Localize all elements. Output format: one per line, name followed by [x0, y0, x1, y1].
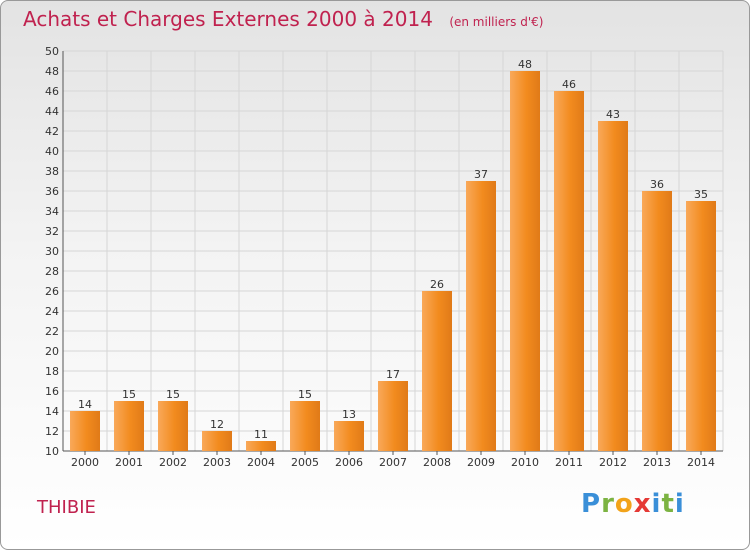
bar-2000[interactable]	[70, 411, 100, 451]
chart-title: Achats et Charges Externes 2000 à 2014 (…	[23, 7, 543, 31]
y-tick-label: 50	[45, 45, 59, 58]
x-tick-label: 2000	[71, 456, 99, 469]
x-tick-label: 2001	[115, 456, 143, 469]
data-label: 35	[694, 188, 708, 201]
y-tick-label: 46	[45, 85, 59, 98]
y-tick-label: 14	[45, 405, 59, 418]
chart-title-text: Achats et Charges Externes 2000 à 2014	[23, 7, 433, 31]
y-tick-label: 10	[45, 445, 59, 458]
x-tick-label: 2011	[555, 456, 583, 469]
proxiti-logo[interactable]: Proxiti	[581, 489, 685, 519]
bar-2003[interactable]	[202, 431, 232, 451]
data-label: 13	[342, 408, 356, 421]
y-tick-label: 32	[45, 225, 59, 238]
y-tick-label: 36	[45, 185, 59, 198]
y-tick-label: 38	[45, 165, 59, 178]
y-tick-label: 12	[45, 425, 59, 438]
data-label: 48	[518, 58, 532, 71]
x-tick-label: 2005	[291, 456, 319, 469]
data-label: 14	[78, 398, 92, 411]
y-tick-label: 26	[45, 285, 59, 298]
x-tick-label: 2007	[379, 456, 407, 469]
y-tick-label: 48	[45, 65, 59, 78]
bar-2004[interactable]	[246, 441, 276, 451]
y-tick-label: 20	[45, 345, 59, 358]
x-tick-label: 2013	[643, 456, 671, 469]
data-label: 11	[254, 428, 268, 441]
y-tick-label: 30	[45, 245, 59, 258]
bar-2008[interactable]	[422, 291, 452, 451]
y-tick-label: 42	[45, 125, 59, 138]
y-tick-label: 24	[45, 305, 59, 318]
data-labels: 14 15 15 12 11 15 13 17 26 37 48 46 43 36 35	[78, 58, 708, 441]
x-tick-label: 2004	[247, 456, 275, 469]
data-label: 36	[650, 178, 664, 191]
x-tick-label: 2012	[599, 456, 627, 469]
x-tick-label: 2014	[687, 456, 715, 469]
bars	[70, 71, 716, 451]
y-tick-label: 34	[45, 205, 59, 218]
data-label: 17	[386, 368, 400, 381]
y-tick-label: 16	[45, 385, 59, 398]
bar-2006[interactable]	[334, 421, 364, 451]
x-tick-label: 2010	[511, 456, 539, 469]
y-tick-label: 18	[45, 365, 59, 378]
data-label: 37	[474, 168, 488, 181]
y-tick-label: 22	[45, 325, 59, 338]
bar-2012[interactable]	[598, 121, 628, 451]
bar-2009[interactable]	[466, 181, 496, 451]
data-label: 15	[122, 388, 136, 401]
place-name: THIBIE	[37, 497, 96, 518]
y-tick-label: 28	[45, 265, 59, 278]
data-label: 43	[606, 108, 620, 121]
bar-2001[interactable]	[114, 401, 144, 451]
data-label: 46	[562, 78, 576, 91]
data-label: 15	[166, 388, 180, 401]
chart-subtitle: (en milliers d'€)	[449, 15, 544, 29]
y-tick-label: 44	[45, 105, 59, 118]
data-label: 12	[210, 418, 224, 431]
x-tick-label: 2009	[467, 456, 495, 469]
x-tick-label: 2003	[203, 456, 231, 469]
bar-2011[interactable]	[554, 91, 584, 451]
bar-2013[interactable]	[642, 191, 672, 451]
data-label: 15	[298, 388, 312, 401]
bar-2014[interactable]	[686, 201, 716, 451]
bar-2007[interactable]	[378, 381, 408, 451]
x-tick-label: 2006	[335, 456, 363, 469]
x-tick-label: 2008	[423, 456, 451, 469]
x-tick-label: 2002	[159, 456, 187, 469]
bar-2005[interactable]	[290, 401, 320, 451]
bar-2002[interactable]	[158, 401, 188, 451]
data-label: 26	[430, 278, 444, 291]
y-tick-label: 40	[45, 145, 59, 158]
bar-2010[interactable]	[510, 71, 540, 451]
